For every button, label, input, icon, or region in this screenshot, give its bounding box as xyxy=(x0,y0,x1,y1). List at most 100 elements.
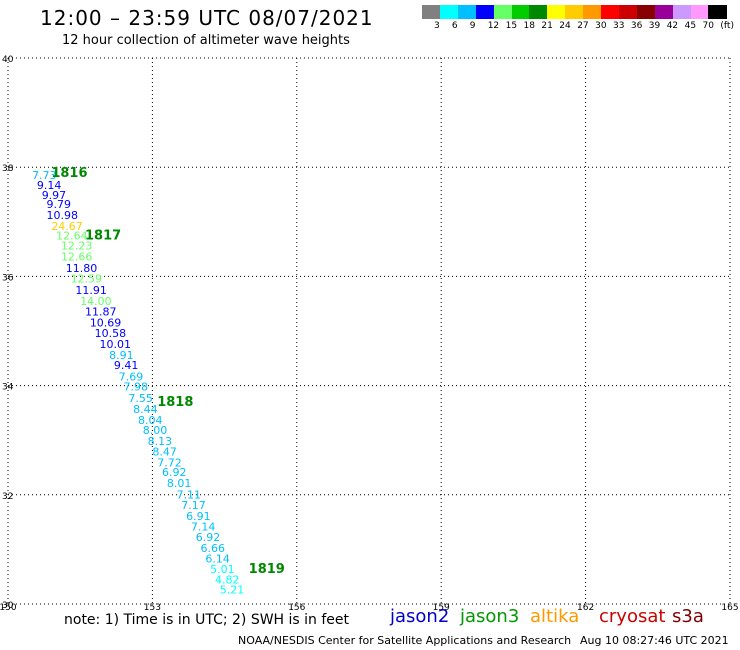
footer-timestamp: Aug 10 08:27:46 UTC 2021 xyxy=(580,634,729,647)
color-scale-label: 18 xyxy=(523,21,535,31)
track-annotation: 1816 xyxy=(51,166,87,181)
track-annotation: 1818 xyxy=(157,395,193,410)
data-point-label: 7.11 xyxy=(176,489,201,502)
color-scale-swatch xyxy=(439,5,459,19)
color-scale-swatch xyxy=(672,5,691,19)
x-tick-label: 159 xyxy=(433,603,450,613)
data-point-label: 6.66 xyxy=(201,542,226,555)
data-point-label: 8.01 xyxy=(167,477,192,490)
y-tick-label: 34 xyxy=(2,383,14,393)
data-point-label: 5.21 xyxy=(220,584,245,597)
satellite-legend-item: altika xyxy=(530,606,580,627)
color-scale-swatch xyxy=(511,5,530,19)
data-point-label: 4.82 xyxy=(215,573,240,586)
data-point-label: 12.64 xyxy=(56,229,87,242)
track-annotation: 1817 xyxy=(85,228,121,243)
data-point-label: 10.98 xyxy=(47,209,79,222)
data-point-label: 9.79 xyxy=(47,198,72,211)
color-scale-label: 45 xyxy=(684,21,697,31)
color-scale-swatch xyxy=(636,5,656,19)
color-scale-swatch xyxy=(493,5,512,19)
color-scale-label: 21 xyxy=(541,21,553,31)
color-scale-swatch xyxy=(708,5,727,19)
data-point-label: 8.47 xyxy=(152,445,177,458)
color-scale-swatch xyxy=(618,5,638,19)
data-point-label: 9.41 xyxy=(114,359,139,372)
color-scale-label: 3 xyxy=(434,21,440,31)
y-tick-label: 40 xyxy=(2,55,14,65)
data-point-label: 11.87 xyxy=(85,306,117,319)
data-point-label: 11.80 xyxy=(66,262,98,275)
footer-credit: NOAA/NESDIS Center for Satellite Applica… xyxy=(238,634,572,647)
color-scale-swatch xyxy=(475,5,495,19)
data-point-label: 10.01 xyxy=(99,338,131,351)
color-scale-label: 42 xyxy=(666,21,679,31)
y-tick-label: 36 xyxy=(2,273,14,283)
data-points: 7.739.149.979.7910.9824.6712.6412.2312.6… xyxy=(32,169,244,596)
color-scale-label: 15 xyxy=(505,21,518,31)
y-tick-label: 38 xyxy=(2,164,14,174)
y-tick-label: 32 xyxy=(2,492,13,502)
data-point-label: 7.98 xyxy=(124,381,148,394)
data-point-label: 11.91 xyxy=(75,284,107,297)
footer-note: note: 1) Time is in UTC; 2) SWH is in fe… xyxy=(64,612,350,628)
x-tick-label: 165 xyxy=(721,603,738,613)
color-scale-label: 36 xyxy=(630,21,643,31)
color-scale-label: 24 xyxy=(559,21,571,31)
satellite-legend-item: jason2 xyxy=(390,606,450,627)
data-point-label: 9.97 xyxy=(42,189,66,202)
data-point-label: 8.91 xyxy=(109,349,134,362)
data-point-label: 7.69 xyxy=(119,371,144,384)
color-scale-swatch xyxy=(690,5,709,19)
data-point-label: 24.67 xyxy=(51,220,83,233)
color-scale-label: 30 xyxy=(595,21,607,31)
grid xyxy=(7,57,731,605)
data-point-label: 8.00 xyxy=(143,424,168,437)
data-point-label: 6.92 xyxy=(162,466,187,479)
data-point-label: 14.00 xyxy=(80,295,112,308)
x-tick-label: 150 xyxy=(0,603,17,613)
color-scale-label: 6 xyxy=(451,21,458,31)
data-point-label: 8.44 xyxy=(133,403,158,416)
x-tick-label: 156 xyxy=(288,603,305,613)
color-scale-swatch xyxy=(565,5,584,19)
color-scale-swatch xyxy=(457,5,477,19)
data-point-label: 12.23 xyxy=(61,240,93,253)
data-point-label: 6.92 xyxy=(196,531,221,544)
data-point-label: 6.14 xyxy=(205,553,230,566)
color-scale-swatch xyxy=(583,5,602,19)
data-point-label: 7.73 xyxy=(32,169,57,182)
data-point-label: 12.59 xyxy=(71,272,103,285)
color-scale-label: 27 xyxy=(577,21,589,31)
data-point-label: 8.04 xyxy=(138,414,163,427)
chart-title: 12:00 – 23:59 UTC 08/07/2021 xyxy=(40,6,374,30)
color-scale-swatch xyxy=(529,5,548,19)
color-scale-swatch xyxy=(422,5,441,19)
color-scale-label: 33 xyxy=(613,21,625,31)
chart-subtitle: 12 hour collection of altimeter wave hei… xyxy=(62,33,350,48)
color-scale-swatch xyxy=(601,5,620,19)
color-scale-label: 12 xyxy=(487,21,500,31)
data-point-label: 7.72 xyxy=(157,456,182,469)
color-scale-swatch xyxy=(654,5,674,19)
data-point-label: 5.01 xyxy=(210,563,235,576)
satellite-legend-item: jason3 xyxy=(460,606,520,627)
data-point-label: 8.13 xyxy=(148,435,173,448)
annotations: 1816 1817 1818 1819 xyxy=(51,166,285,577)
data-point-label: 12.66 xyxy=(61,251,93,264)
x-tick-label: 153 xyxy=(144,603,161,613)
color-scale-label: 70 xyxy=(702,21,714,31)
y-tick-label: 30 xyxy=(2,601,14,611)
x-tick-label: 162 xyxy=(577,603,594,613)
axis-ticks: 150 153 156 159 162 165 30 32 34 36 38 40 xyxy=(0,55,739,613)
color-scale-label: 9 xyxy=(469,21,476,31)
track-annotation: 1819 xyxy=(249,562,285,577)
data-point-label: 10.69 xyxy=(90,317,122,330)
data-point-label: 7.14 xyxy=(191,520,216,533)
data-point-label: 7.17 xyxy=(181,499,206,512)
data-point-label: 10.58 xyxy=(95,327,127,340)
satellite-legend-item: cryosat xyxy=(599,606,666,627)
color-scale-swatch xyxy=(547,5,566,19)
data-point-label: 7.55 xyxy=(128,392,153,405)
data-point-label: 6.91 xyxy=(186,510,211,523)
